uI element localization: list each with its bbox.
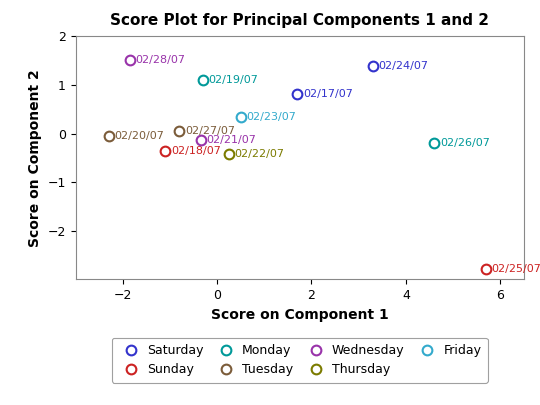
Text: 02/18/07: 02/18/07 <box>171 146 221 156</box>
Text: 02/19/07: 02/19/07 <box>208 75 259 85</box>
Title: Score Plot for Principal Components 1 and 2: Score Plot for Principal Components 1 an… <box>110 13 489 28</box>
Text: 02/22/07: 02/22/07 <box>234 149 285 159</box>
Text: 02/23/07: 02/23/07 <box>246 112 296 122</box>
Text: 02/20/07: 02/20/07 <box>114 131 164 141</box>
Text: 02/27/07: 02/27/07 <box>185 126 235 136</box>
X-axis label: Score on Component 1: Score on Component 1 <box>211 308 389 322</box>
Text: 02/24/07: 02/24/07 <box>379 61 428 70</box>
Text: 02/28/07: 02/28/07 <box>136 55 186 65</box>
Text: 02/21/07: 02/21/07 <box>206 135 256 145</box>
Y-axis label: Score on Component 2: Score on Component 2 <box>28 69 42 247</box>
Text: 02/25/07: 02/25/07 <box>492 264 540 274</box>
Text: 02/26/07: 02/26/07 <box>440 139 490 148</box>
Legend: Saturday, Sunday, Monday, Tuesday, Wednesday, Thursday, Friday: Saturday, Sunday, Monday, Tuesday, Wedne… <box>112 338 488 383</box>
Text: 02/17/07: 02/17/07 <box>303 89 353 99</box>
